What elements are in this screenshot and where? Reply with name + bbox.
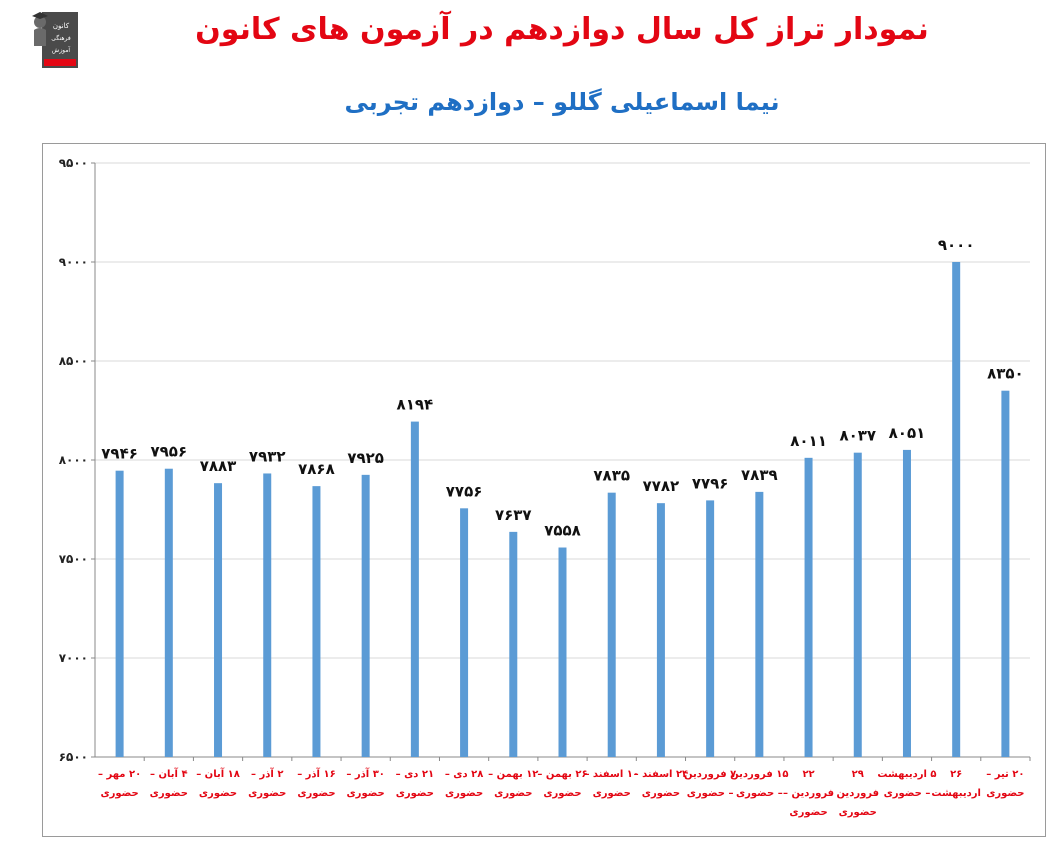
x-tick-label: ۲۶ [950, 769, 962, 780]
value-label: ۷۶۳۷ [495, 506, 532, 524]
x-tick-label: ۲۹ [852, 769, 864, 780]
x-tick-label: ۲۰ تیر – [986, 769, 1024, 780]
x-tick-label: حضوری [396, 788, 434, 799]
x-tick-label: ۲۶ بهمن – [537, 769, 587, 780]
value-label: ۷۷۸۲ [643, 477, 680, 495]
bar [558, 547, 567, 757]
bar [706, 500, 715, 757]
value-label: ۷۷۵۶ [446, 482, 483, 500]
value-label: ۷۵۵۸ [544, 522, 581, 540]
x-tick-label: حضوری [494, 788, 532, 799]
x-tick-label: حضوری [593, 788, 631, 799]
y-tick-label: ۷۰۰۰ [59, 651, 88, 665]
x-tick-label: ۲۴ اسفند – [634, 769, 689, 780]
bar [755, 491, 764, 757]
value-label: ۷۹۲۵ [347, 449, 384, 467]
value-label: ۹۰۰۰ [938, 236, 975, 254]
value-label: ۸۱۹۴ [397, 396, 434, 414]
x-tick-label: حضوری [839, 807, 877, 818]
x-tick-label: – حضوری [687, 788, 734, 799]
logo-text-3: آموزش [52, 45, 71, 54]
x-tick-label: ۱۸ آبان – [196, 767, 240, 780]
y-tick-label: ۶۵۰۰ [59, 750, 88, 764]
bar [214, 483, 223, 757]
logo-text-1: کانون [53, 22, 70, 30]
value-label: ۷۹۴۶ [101, 445, 138, 463]
x-tick-label: فروردین [836, 788, 879, 799]
x-tick-label: حضوری [150, 788, 188, 799]
y-tick-label: ۸۰۰۰ [59, 453, 88, 467]
bar-chart: ۶۵۰۰ ۷۰۰۰ ۷۵۰۰ ۸۰۰۰ ۸۵۰۰ ۹۰۰۰ ۹۵۰۰ ۷۹۴۶ ۲۰ مهر –… [59, 156, 1031, 818]
value-label: ۷۹۳۲ [249, 447, 286, 465]
x-tick-label: ۱۶ آذر – [297, 767, 336, 780]
x-tick-label: حضوری [986, 788, 1024, 799]
x-tick-label: ۳۰ آذر – [346, 767, 385, 780]
x-tick-label: حضوری [445, 788, 483, 799]
value-label: ۷۸۸۳ [200, 457, 237, 475]
bar [607, 492, 616, 757]
bar [952, 262, 961, 757]
x-tick-label: حضوری [248, 788, 286, 799]
bar [509, 531, 518, 757]
value-label: ۷۸۶۸ [298, 460, 335, 478]
y-tick-label: ۷۵۰۰ [59, 552, 88, 566]
bar [1001, 390, 1010, 757]
logo-text-2: فرهنگی [51, 34, 71, 42]
bar [263, 473, 272, 757]
bar [656, 503, 665, 757]
x-tick-label: ۱۰ اسفند – [584, 769, 639, 780]
value-label: ۷۸۳۵ [593, 467, 630, 485]
bar [115, 470, 124, 757]
kanoon-logo: کانون فرهنگی آموزش [32, 12, 78, 68]
x-tick-label: حضوری [789, 807, 827, 818]
x-tick-label: ۲۰ مهر – [98, 769, 141, 780]
bar [410, 421, 419, 757]
x-tick-label: ۲۲ [802, 769, 814, 780]
chart-title: نمودار تراز کل سال دوازدهم در آزمون های … [195, 12, 929, 47]
value-label: ۸۳۵۰ [987, 365, 1024, 383]
value-label: ۷۹۵۶ [151, 443, 188, 461]
bar [361, 474, 370, 757]
x-tick-label: حضوری [100, 788, 138, 799]
y-tick-label: ۹۵۰۰ [59, 156, 88, 170]
y-tick-label: ۹۰۰۰ [59, 255, 88, 269]
value-label: ۸۰۱۱ [790, 432, 827, 450]
x-tick-label: ۵ اردیبهشت [877, 769, 936, 780]
value-label: ۸۰۳۷ [839, 427, 876, 445]
x-tick-label: حضوری [347, 788, 385, 799]
bar [164, 468, 173, 757]
x-tick-label: ۲۱ دی – [396, 769, 434, 780]
x-tick-label: حضوری [297, 788, 335, 799]
bar [460, 508, 469, 757]
bar [853, 452, 862, 757]
x-tick-label: – حضوری [884, 788, 931, 799]
value-label: ۷۸۳۹ [741, 466, 778, 484]
value-label: ۸۰۵۱ [889, 424, 926, 442]
x-tick-label: ۴ آبان – [150, 767, 188, 780]
chart-frame: ۶۵۰۰ ۷۰۰۰ ۷۵۰۰ ۸۰۰۰ ۸۵۰۰ ۹۰۰۰ ۹۵۰۰ ۷۹۴۶ ۲۰ مهر –… [42, 143, 1046, 837]
x-tick-label: فروردین – [783, 788, 834, 799]
x-tick-label: ۱۵ فروردین [730, 769, 788, 780]
x-tick-label: اردیبهشت [931, 788, 981, 799]
x-tick-label: حضوری [543, 788, 581, 799]
value-label: ۷۷۹۶ [692, 474, 729, 492]
bar [312, 486, 321, 757]
y-tick-label: ۸۵۰۰ [59, 354, 88, 368]
x-tick-label: حضوری [642, 788, 680, 799]
x-tick-label: ۱۲ بهمن – [488, 769, 538, 780]
bar [902, 449, 911, 757]
bar [804, 457, 813, 757]
chart-subtitle: نیما اسماعیلی گللو – دوازدهم تجربی [344, 88, 780, 116]
x-tick-label: حضوری [199, 788, 237, 799]
x-tick-label: ۲۸ دی – [445, 769, 483, 780]
x-tick-label: ۲ آذر – [251, 767, 283, 780]
x-tick-label: ۷ فروردین [684, 769, 736, 780]
x-tick-label: – حضوری [736, 788, 783, 799]
